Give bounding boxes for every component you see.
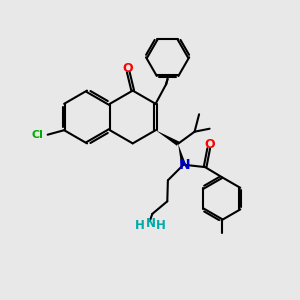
Text: H: H: [135, 219, 145, 232]
Text: Cl: Cl: [31, 130, 43, 140]
Polygon shape: [156, 130, 179, 146]
Text: N: N: [178, 158, 190, 172]
Text: N: N: [146, 217, 155, 230]
Text: H: H: [156, 219, 166, 232]
Polygon shape: [178, 144, 186, 165]
Text: O: O: [204, 138, 214, 152]
Text: O: O: [122, 62, 133, 75]
